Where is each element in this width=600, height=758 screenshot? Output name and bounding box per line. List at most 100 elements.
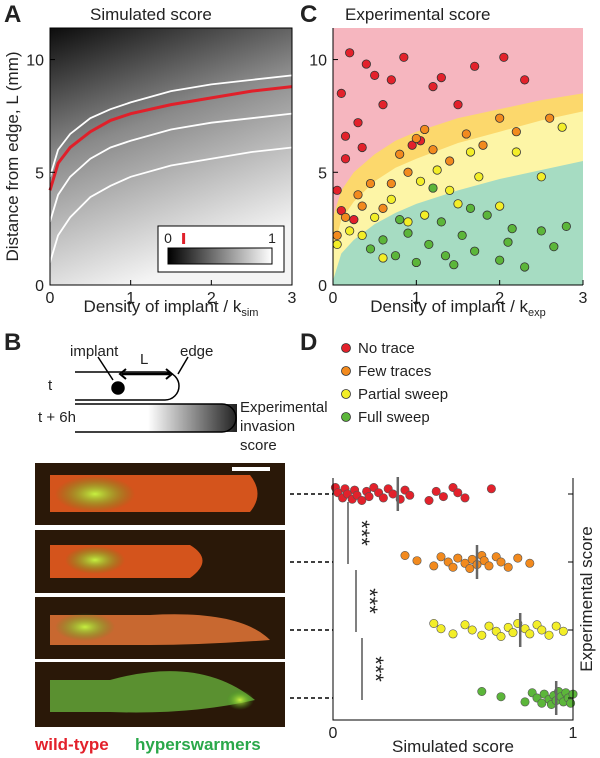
point: [503, 562, 513, 572]
point: [470, 246, 480, 256]
point: [395, 149, 405, 159]
point: [336, 206, 346, 216]
point: [513, 553, 523, 563]
point: [436, 217, 446, 227]
point: [511, 127, 521, 137]
point: [495, 113, 505, 123]
point: [378, 203, 388, 213]
point: [436, 72, 446, 83]
point: [453, 199, 463, 209]
y-tick-label: 5: [35, 165, 44, 182]
point: [525, 629, 535, 639]
point: [495, 201, 505, 211]
schematic-label: score: [240, 437, 277, 454]
point: [453, 553, 463, 563]
point: [482, 210, 492, 220]
strain-label: wild-type: [34, 735, 109, 754]
point: [345, 226, 355, 236]
x-axis-label-sub: sim: [241, 307, 258, 319]
point: [405, 490, 415, 500]
point: [432, 165, 442, 175]
frame: [49, 27, 293, 286]
point: [537, 698, 547, 708]
panel-label: A: [4, 1, 21, 28]
point: [525, 558, 535, 568]
x-axis-label-text: Density of implant / k: [84, 297, 242, 316]
point: [428, 183, 438, 193]
point: [357, 142, 367, 153]
point: [364, 492, 374, 502]
schematic-label: Experimental: [240, 399, 328, 416]
point: [537, 625, 547, 635]
point: [403, 228, 413, 238]
point: [365, 178, 376, 189]
point: [551, 621, 561, 631]
point: [428, 145, 438, 155]
legend-marker: [341, 389, 351, 399]
point: [436, 624, 446, 634]
point: [557, 122, 567, 132]
point: [465, 147, 476, 157]
point: [460, 493, 470, 503]
point: [520, 75, 530, 85]
point: [357, 495, 367, 505]
colorbar: [167, 247, 273, 265]
x-tick-label: 0: [329, 290, 338, 307]
schematic-label: t + 6h: [38, 409, 76, 426]
point: [340, 131, 351, 141]
point: [558, 626, 568, 636]
photos: [35, 463, 285, 727]
legend-marker: [341, 366, 351, 376]
point: [436, 552, 446, 562]
significance-label: ***: [349, 520, 374, 546]
point: [461, 129, 471, 139]
point: [496, 692, 506, 702]
schematic-label: edge: [180, 343, 213, 360]
point: [349, 215, 359, 225]
point: [353, 118, 363, 128]
point: [448, 562, 458, 572]
curve: [49, 146, 293, 263]
x-tick-label: 0: [46, 290, 55, 307]
x-axis-label: Density of implant / ksim: [84, 297, 259, 319]
point: [453, 100, 463, 110]
x-tick-label: 1: [126, 290, 135, 307]
point: [336, 88, 346, 98]
point: [496, 631, 506, 641]
point: [361, 59, 371, 69]
legend-label: Few traces: [358, 363, 431, 380]
point: [400, 550, 410, 560]
point: [424, 495, 434, 505]
point: [415, 176, 426, 186]
x-axis-label-sub: exp: [528, 307, 546, 319]
point: [378, 235, 388, 245]
x-axis-label: Simulated score: [392, 737, 514, 756]
point: [429, 561, 439, 571]
legend-label: Partial sweep: [358, 386, 448, 403]
x-axis-label: Density of implant / kexp: [370, 297, 546, 319]
point: [429, 618, 439, 628]
point: [399, 52, 409, 62]
point: [486, 484, 496, 494]
x-tick-label: 2: [495, 290, 504, 307]
schematic-label: invasion: [240, 418, 295, 435]
x-axis-label-text: Density of implant / k: [370, 297, 528, 316]
legend-label: Full sweep: [358, 409, 430, 426]
point: [332, 230, 342, 241]
colorbar-tick-label: 0: [164, 230, 172, 246]
point: [536, 226, 546, 236]
point: [520, 697, 530, 707]
point: [353, 190, 363, 200]
point: [470, 61, 480, 71]
point: [520, 262, 530, 272]
point: [478, 140, 488, 150]
point: [561, 221, 571, 231]
curve: [49, 74, 293, 178]
panel-label: C: [300, 1, 317, 28]
point: [345, 48, 355, 58]
point: [357, 230, 367, 241]
point: [495, 255, 505, 265]
point: [420, 124, 430, 135]
point: [438, 492, 448, 502]
point: [449, 260, 459, 270]
